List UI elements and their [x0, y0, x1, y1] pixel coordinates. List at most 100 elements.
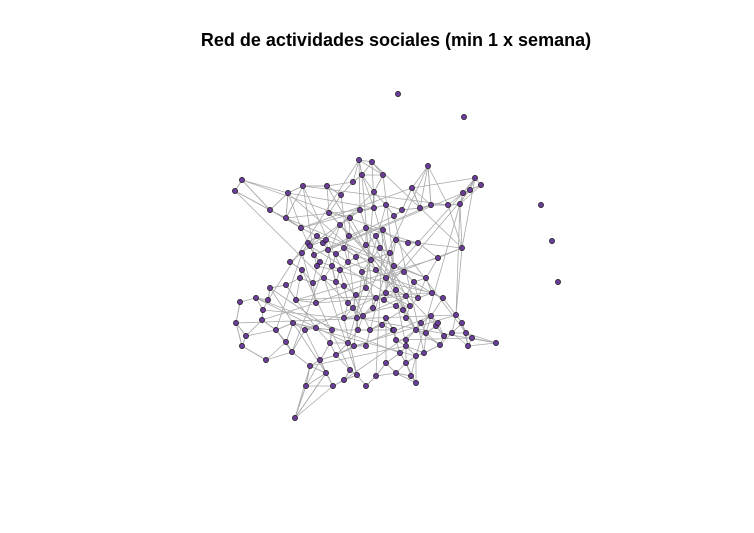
network-edge: [269, 287, 327, 374]
network-node: [333, 352, 339, 358]
network-node: [413, 380, 419, 386]
network-node: [383, 202, 389, 208]
network-node: [253, 295, 259, 301]
network-node: [330, 383, 336, 389]
network-node: [393, 303, 399, 309]
network-edge: [287, 192, 377, 271]
network-node: [297, 275, 303, 281]
network-edge: [348, 227, 367, 237]
network-edge: [315, 295, 407, 304]
network-node: [359, 269, 365, 275]
node-layer: [232, 91, 561, 421]
network-node: [415, 295, 421, 301]
network-node: [324, 183, 330, 189]
network-node: [267, 207, 273, 213]
network-node: [395, 91, 401, 97]
network-node: [311, 252, 317, 258]
network-node: [353, 254, 359, 260]
network-edge: [285, 217, 302, 229]
network-edge: [373, 174, 384, 193]
network-node: [493, 340, 499, 346]
network-node: [423, 275, 429, 281]
network-edge: [316, 265, 433, 294]
network-node: [363, 242, 369, 248]
network-node: [298, 225, 304, 231]
network-edge: [245, 319, 263, 337]
network-edge: [359, 209, 367, 229]
network-edge: [295, 292, 433, 301]
network-edge: [335, 354, 351, 371]
network-node: [425, 163, 431, 169]
network-edge: [467, 342, 497, 347]
network-edge: [425, 257, 439, 279]
network-node: [381, 297, 387, 303]
network-node: [445, 202, 451, 208]
network-edge: [442, 297, 457, 316]
network-node: [333, 251, 339, 257]
network-edge: [309, 245, 387, 294]
network-edge: [339, 191, 375, 226]
network-node: [459, 245, 465, 251]
network-node: [403, 293, 409, 299]
network-edge: [275, 322, 294, 331]
network-edge: [265, 341, 287, 361]
network-node: [373, 295, 379, 301]
network-node: [313, 325, 319, 331]
network-edge: [328, 194, 342, 214]
network-edge: [262, 309, 345, 319]
network-edge: [353, 271, 363, 347]
network-node: [428, 202, 434, 208]
network-node: [357, 207, 363, 213]
network-node: [347, 215, 353, 221]
network-node: [341, 377, 347, 383]
network-edge: [295, 299, 317, 304]
network-node: [387, 250, 393, 256]
network-edge: [294, 385, 334, 419]
network-node: [354, 315, 360, 321]
network-node: [413, 353, 419, 359]
network-node: [449, 330, 455, 336]
network-edge: [395, 239, 467, 334]
network-node: [465, 343, 471, 349]
network-edge: [267, 159, 360, 301]
network-edge: [395, 372, 417, 384]
network-node: [354, 372, 360, 378]
network-edge: [305, 372, 327, 387]
network-node: [380, 172, 386, 178]
network-edge: [405, 345, 425, 354]
network-edge: [302, 185, 371, 331]
network-node: [459, 320, 465, 326]
network-node: [423, 330, 429, 336]
network-node: [435, 320, 441, 326]
network-edge: [430, 297, 444, 317]
network-edge: [285, 185, 304, 219]
network-edge: [234, 190, 271, 211]
network-node: [239, 177, 245, 183]
network-node: [461, 114, 467, 120]
network-edge: [419, 165, 429, 209]
network-edge: [415, 203, 461, 357]
network-edge: [325, 224, 341, 241]
network-node: [407, 303, 413, 309]
network-node: [289, 349, 295, 355]
network-edge: [285, 322, 294, 343]
network-edge: [427, 165, 449, 206]
network-edge: [309, 345, 407, 367]
network-edge: [382, 174, 395, 267]
network-edge: [315, 327, 331, 344]
network-node: [379, 322, 385, 328]
network-node: [237, 299, 243, 305]
network-edge: [411, 187, 421, 209]
network-edge: [385, 271, 405, 279]
network-node: [415, 240, 421, 246]
network-node: [383, 290, 389, 296]
network-node: [391, 213, 397, 219]
network-edge: [241, 345, 267, 361]
network-edge: [358, 159, 361, 211]
network-node: [371, 189, 377, 195]
network-node: [265, 297, 271, 303]
network-edge: [255, 297, 401, 354]
network-node: [393, 370, 399, 376]
network-node: [469, 335, 475, 341]
